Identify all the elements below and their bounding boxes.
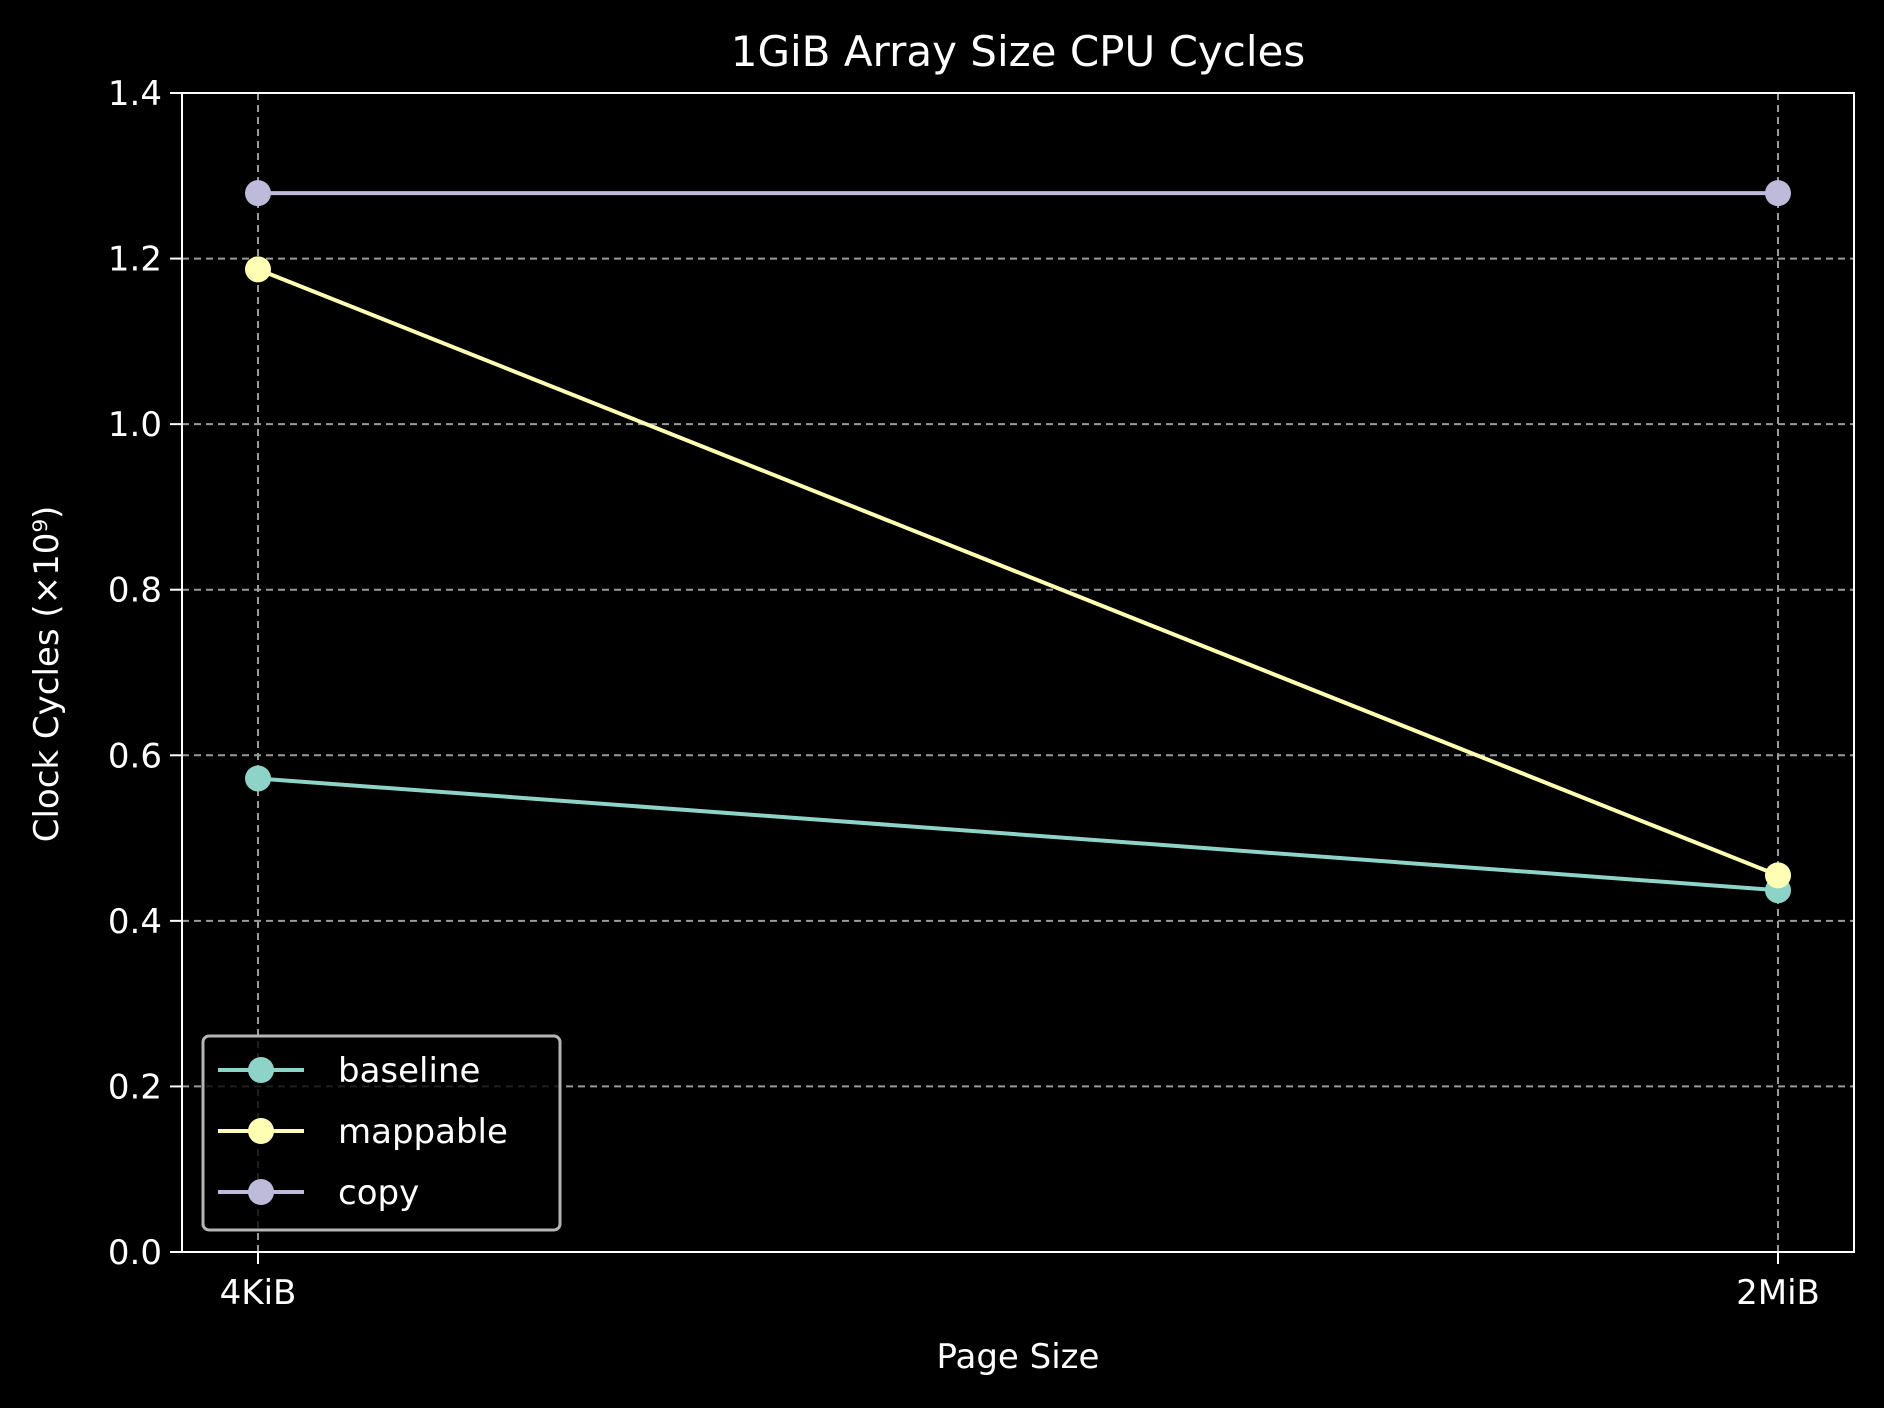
y-tick-label: 1.0 bbox=[108, 405, 162, 445]
data-point-mappable bbox=[1765, 862, 1791, 889]
legend-marker-mappable bbox=[248, 1118, 274, 1144]
y-tick-label: 1.4 bbox=[108, 74, 162, 114]
legend-marker-copy bbox=[248, 1179, 274, 1205]
series-line-baseline bbox=[257, 776, 1779, 893]
legend-label-mappable: mappable bbox=[338, 1112, 508, 1152]
y-tick-label: 0.0 bbox=[108, 1233, 162, 1273]
legend-label-copy: copy bbox=[338, 1173, 419, 1213]
y-tick-label: 0.6 bbox=[108, 736, 162, 776]
data-point-mappable bbox=[245, 256, 271, 283]
y-axis-label: Clock Cycles (×10⁹) bbox=[27, 506, 67, 843]
ticks: 0.0 0.2 0.4 0.6 0.8 1.0 1.2 1.4 4KiB 2MiB bbox=[108, 74, 1820, 1313]
chart-title: 1GiB Array Size CPU Cycles bbox=[731, 27, 1306, 76]
y-tick-label: 0.4 bbox=[108, 902, 162, 942]
y-tick-label: 1.2 bbox=[108, 240, 162, 280]
y-tick-label: 0.8 bbox=[108, 571, 162, 611]
data-point-copy bbox=[245, 180, 271, 207]
x-axis-label: Page Size bbox=[937, 1337, 1100, 1377]
x-tick-label: 4KiB bbox=[220, 1273, 297, 1313]
legend-label-baseline: baseline bbox=[338, 1051, 480, 1091]
series-layer bbox=[245, 180, 1791, 904]
series-line-mappable bbox=[257, 267, 1779, 878]
legend-marker-baseline bbox=[248, 1057, 274, 1083]
plot-frame bbox=[181, 92, 1855, 1253]
data-point-copy bbox=[1765, 180, 1791, 207]
legend: baseline mappable copy bbox=[201, 1034, 562, 1232]
legend-box bbox=[201, 1034, 562, 1232]
x-tick-label: 2MiB bbox=[1736, 1273, 1820, 1313]
data-point-baseline bbox=[245, 765, 271, 792]
y-tick-label: 0.2 bbox=[108, 1067, 162, 1107]
